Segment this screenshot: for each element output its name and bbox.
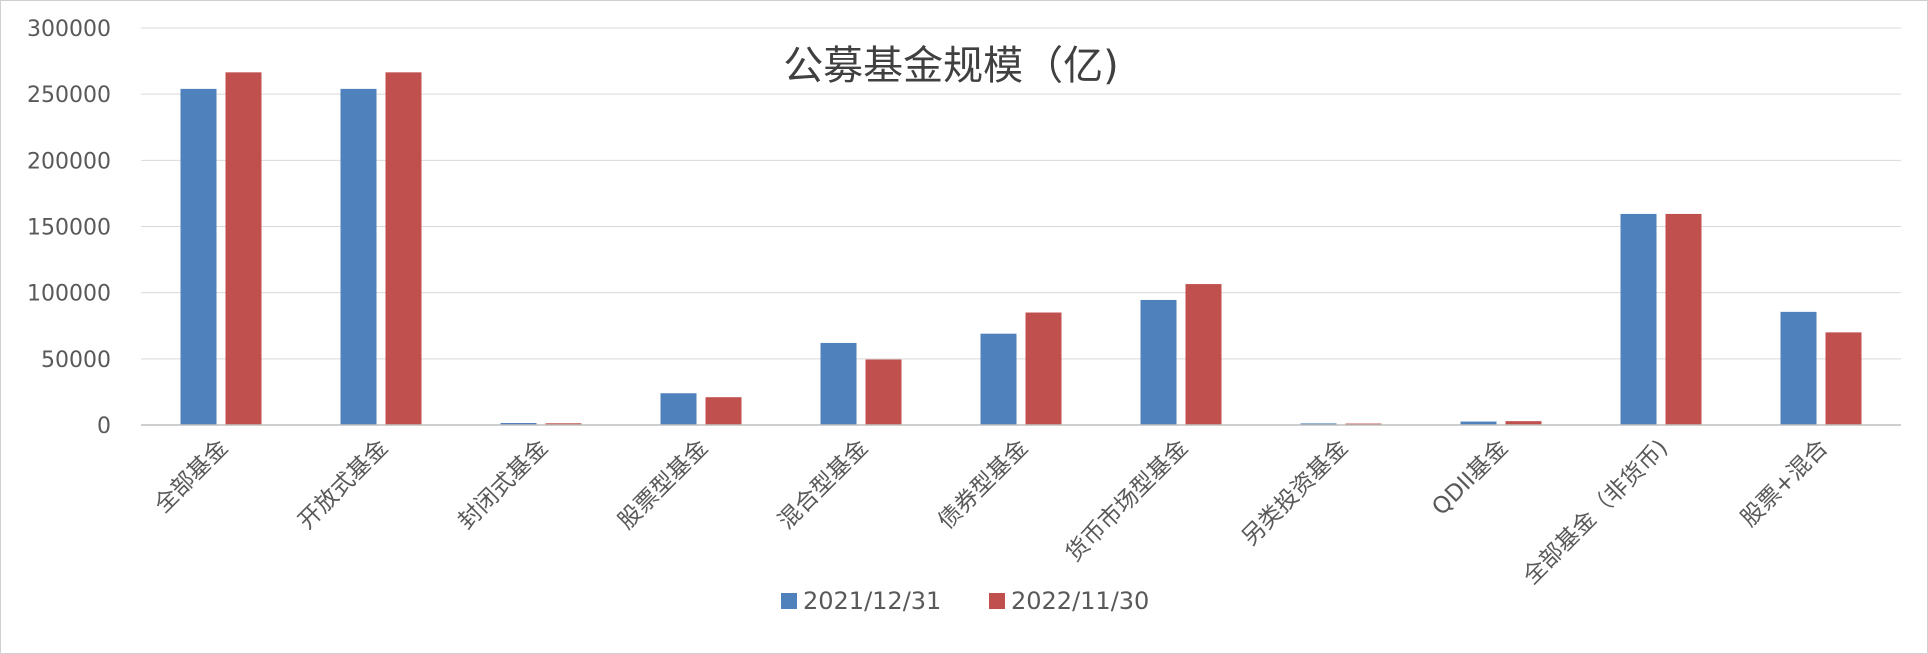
bar-series-2	[1025, 312, 1062, 425]
x-category-label: 全部基金（非货币)	[1518, 435, 1673, 590]
x-category-label: 股票型基金	[614, 435, 714, 535]
bar-series-1	[980, 333, 1017, 425]
x-category-label: 封闭式基金	[454, 435, 554, 535]
x-category-label: 货币市场型基金	[1061, 435, 1193, 567]
bar-series-1	[340, 88, 377, 425]
gridlines	[141, 27, 1901, 360]
bar-series-1	[1780, 311, 1817, 425]
y-tick-label: 300000	[27, 17, 111, 42]
bar-series-1	[1140, 299, 1177, 425]
y-tick-label: 100000	[27, 282, 111, 307]
y-tick-label: 0	[97, 414, 111, 439]
chart-title: 公募基金规模（亿)	[783, 43, 1119, 89]
x-category-label: 全部基金	[150, 435, 233, 518]
x-category-label: 混合型基金	[774, 435, 874, 535]
bar-series-2	[1185, 284, 1222, 425]
legend-swatch-2	[989, 593, 1005, 609]
bar-series-2	[225, 72, 262, 425]
bar-series-1	[1460, 421, 1497, 425]
bar-series-1	[1300, 423, 1337, 425]
y-tick-label: 150000	[27, 216, 111, 241]
bar-series-2	[1825, 332, 1862, 425]
bar-series-1	[660, 393, 697, 425]
x-category-label: 开放式基金	[294, 435, 394, 535]
y-tick-label: 50000	[41, 348, 111, 373]
legend: 2021/12/31 2022/11/30	[781, 587, 1149, 615]
x-category-label: QDII基金	[1427, 435, 1513, 521]
bar-series-2	[1505, 421, 1542, 425]
bar-series-1	[820, 342, 857, 425]
bar-series-1	[1620, 213, 1657, 425]
bar-series-1	[180, 88, 217, 425]
bars	[180, 72, 1862, 425]
legend-label-1: 2021/12/31	[803, 587, 941, 615]
bar-series-1	[500, 423, 537, 425]
bar-series-2	[385, 72, 422, 425]
x-category-label: 股票+混合	[1736, 435, 1833, 532]
bar-series-2	[705, 397, 742, 425]
legend-label-2: 2022/11/30	[1011, 587, 1149, 615]
bar-series-2	[545, 423, 582, 425]
bar-series-2	[1665, 213, 1702, 425]
legend-swatch-1	[781, 593, 797, 609]
y-tick-label: 250000	[27, 83, 111, 108]
x-category-label: 另类投资基金	[1237, 435, 1353, 551]
y-tick-label: 200000	[27, 149, 111, 174]
x-axis-category-labels: 全部基金 开放式基金 封闭式基金 股票型基金 混合型基金 债券型基金 货币市场型基金 另类投资…	[150, 435, 1833, 590]
bar-series-2	[865, 359, 902, 425]
x-category-label: 债券型基金	[934, 435, 1034, 535]
y-axis-ticks: 0 50000 100000 150000 200000 250000 300000	[27, 17, 111, 439]
